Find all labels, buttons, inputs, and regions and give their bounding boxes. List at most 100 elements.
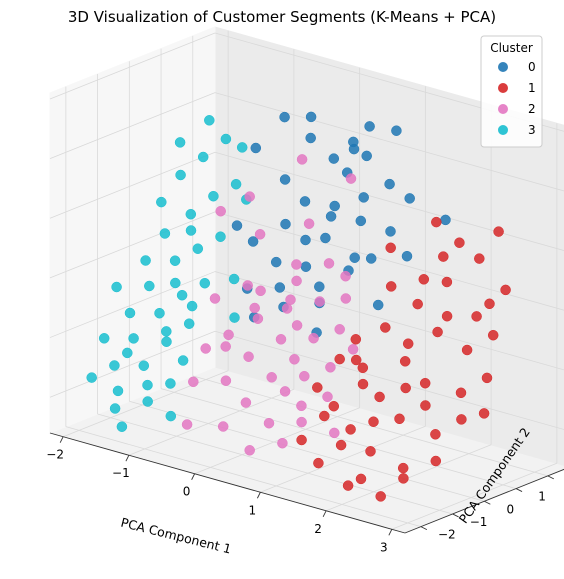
x-axis-line: [49, 432, 406, 534]
point-cluster-3: [192, 243, 204, 254]
point-cluster-1: [441, 276, 453, 288]
point-cluster-1: [350, 334, 362, 345]
x-tick-label: 3: [380, 540, 388, 554]
point-cluster-0: [358, 192, 369, 203]
legend-label-0: 0: [528, 60, 536, 74]
legend-title: Cluster: [490, 41, 533, 55]
point-cluster-1: [487, 329, 499, 341]
point-cluster-3: [199, 277, 211, 289]
point-cluster-3: [142, 396, 153, 407]
y-tick-mark: [484, 500, 491, 505]
point-cluster-0: [348, 143, 360, 155]
point-cluster-2: [220, 375, 232, 386]
point-cluster-3: [186, 300, 198, 312]
point-cluster-3: [98, 333, 110, 344]
point-cluster-0: [274, 282, 286, 293]
point-cluster-0: [300, 234, 311, 246]
point-cluster-2: [308, 332, 319, 344]
point-cluster-3: [176, 289, 188, 301]
point-cluster-3: [165, 410, 177, 422]
point-cluster-1: [418, 274, 430, 285]
point-cluster-1: [334, 353, 345, 365]
point-cluster-1: [296, 434, 307, 446]
legend-marker-0: [498, 62, 508, 72]
point-cluster-2: [217, 421, 229, 432]
point-cluster-2: [314, 296, 325, 307]
point-cluster-1: [385, 242, 396, 254]
point-cluster-0: [365, 253, 377, 264]
point-cluster-0: [404, 193, 415, 204]
legend: Cluster 0 1 2 3: [480, 35, 543, 148]
point-cluster-1: [402, 338, 414, 349]
point-cluster-2: [244, 445, 255, 456]
point-cluster-2: [244, 191, 255, 202]
left-pane: [49, 26, 216, 434]
point-cluster-3: [154, 307, 165, 319]
point-cluster-3: [116, 421, 128, 432]
point-cluster-2: [329, 427, 340, 439]
point-cluster-2: [340, 293, 352, 304]
point-cluster-2: [240, 397, 252, 408]
grid-line-z: [49, 32, 216, 100]
point-cluster-1: [441, 310, 453, 322]
point-cluster-1: [385, 281, 397, 292]
point-cluster-2: [291, 320, 303, 331]
point-cluster-2: [249, 302, 260, 314]
x-tick-mark: [59, 436, 64, 443]
point-cluster-2: [181, 419, 193, 430]
x-tick-label: −2: [46, 448, 64, 462]
legend-marker-3: [498, 125, 508, 135]
point-cluster-2: [345, 173, 357, 184]
grid-line-y: [192, 375, 548, 477]
point-cluster-3: [144, 280, 155, 292]
point-cluster-2: [323, 258, 335, 269]
point-cluster-2: [188, 376, 199, 388]
grid-line-x: [194, 407, 360, 475]
y-tick-mark: [547, 475, 554, 480]
point-cluster-2: [303, 218, 315, 229]
point-cluster-1: [474, 253, 485, 264]
point-cluster-1: [455, 387, 467, 399]
point-cluster-1: [374, 391, 385, 403]
point-cluster-3: [208, 190, 219, 202]
grid-line-z: [214, 92, 564, 192]
point-cluster-1: [368, 416, 379, 427]
point-cluster-3: [185, 208, 197, 220]
point-cluster-0: [300, 261, 312, 272]
point-cluster-2: [277, 437, 288, 449]
y-tick-label: 1: [538, 490, 546, 504]
grid-line-z: [49, 92, 216, 159]
legend-label-2: 2: [528, 102, 536, 116]
point-cluster-2: [209, 293, 221, 304]
point-cluster-0: [401, 250, 413, 262]
point-cluster-1: [500, 284, 511, 296]
point-cluster-1: [478, 408, 490, 419]
point-cluster-2: [255, 285, 266, 297]
point-cluster-3: [165, 378, 176, 389]
point-cluster-1: [312, 382, 323, 393]
point-cluster-1: [471, 311, 482, 322]
y-tick-label: −2: [438, 528, 456, 542]
point-cluster-0: [384, 178, 395, 190]
point-cluster-1: [438, 251, 449, 262]
data-points: [86, 111, 511, 502]
point-cluster-1: [400, 382, 411, 394]
point-cluster-1: [313, 457, 324, 469]
point-cluster-0: [329, 200, 340, 212]
point-cluster-1: [399, 356, 411, 367]
y-tick-mark: [515, 488, 523, 492]
point-cluster-3: [109, 360, 120, 371]
point-cluster-3: [228, 273, 240, 285]
point-cluster-1: [430, 455, 442, 467]
point-cluster-0: [270, 256, 282, 268]
x-tick-label: 2: [314, 522, 322, 536]
point-cluster-3: [111, 281, 122, 293]
point-cluster-3: [220, 133, 232, 145]
point-cluster-3: [156, 196, 167, 208]
point-cluster-3: [215, 231, 226, 242]
point-cluster-3: [169, 255, 181, 266]
point-cluster-1: [493, 226, 504, 237]
point-cluster-2: [243, 351, 254, 362]
point-cluster-3: [197, 151, 209, 163]
